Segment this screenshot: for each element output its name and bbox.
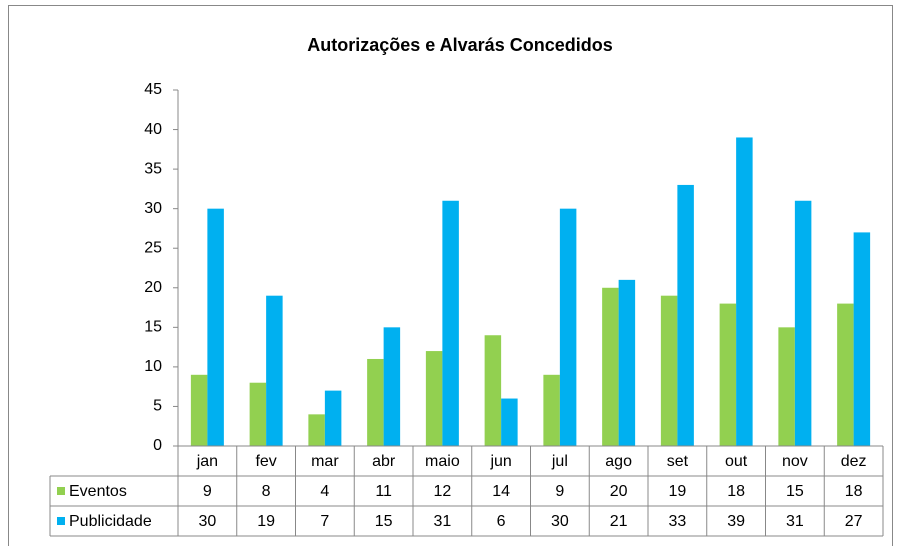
bar — [837, 303, 854, 446]
bar — [719, 303, 737, 446]
table-cell: 21 — [610, 513, 628, 530]
table-cell: 30 — [198, 513, 216, 530]
table-cell: 8 — [262, 483, 271, 500]
table-cell: 4 — [320, 483, 329, 500]
x-tick-label: jun — [489, 453, 511, 470]
x-tick-label: fev — [255, 453, 276, 470]
table-cell: 39 — [727, 513, 745, 530]
table-cell: 9 — [555, 483, 564, 500]
bar — [501, 398, 518, 446]
bar — [736, 137, 753, 446]
bar — [853, 232, 871, 446]
bar — [367, 358, 384, 446]
table-cell: 18 — [727, 483, 745, 500]
x-tick-label: jul — [551, 453, 568, 470]
y-tick-label: 15 — [144, 319, 162, 336]
x-tick-label: set — [667, 453, 689, 470]
table-cell: 15 — [375, 513, 393, 530]
bar — [602, 287, 619, 446]
table-cell: 6 — [497, 513, 506, 530]
bar — [677, 184, 694, 446]
table-cell: 31 — [786, 513, 804, 530]
legend-label: Publicidade — [69, 513, 152, 530]
bar — [778, 327, 795, 446]
y-tick-label: 45 — [144, 81, 162, 98]
x-tick-label: out — [725, 453, 748, 470]
table-cell: 27 — [845, 513, 863, 530]
legend-label: Eventos — [69, 483, 127, 500]
table-cell: 19 — [668, 483, 686, 500]
y-tick-label: 20 — [144, 279, 162, 296]
y-tick-label: 35 — [144, 160, 162, 177]
bar — [442, 200, 459, 446]
y-tick-label: 25 — [144, 239, 162, 256]
table-cell: 31 — [433, 513, 451, 530]
y-tick-label: 40 — [144, 121, 162, 138]
bar — [383, 327, 401, 446]
table-cell: 30 — [551, 513, 569, 530]
table-cell: 12 — [433, 483, 451, 500]
y-tick-label: 10 — [144, 358, 162, 375]
table-cell: 9 — [203, 483, 212, 500]
table-cell: 33 — [668, 513, 686, 530]
bar — [484, 335, 502, 446]
x-tick-label: jan — [196, 453, 218, 470]
bar — [324, 390, 342, 446]
table-cell: 15 — [786, 483, 804, 500]
bar — [266, 295, 283, 446]
bar — [660, 295, 678, 446]
bar — [425, 351, 443, 446]
x-tick-label: ago — [605, 453, 632, 470]
bar — [249, 382, 267, 446]
legend-swatch — [57, 517, 65, 525]
y-tick-label: 5 — [153, 398, 162, 415]
bar — [207, 208, 224, 446]
x-tick-label: maio — [425, 453, 460, 470]
table-cell: 18 — [845, 483, 863, 500]
legend-swatch — [57, 487, 65, 495]
x-tick-label: abr — [372, 453, 396, 470]
table-cell: 19 — [257, 513, 275, 530]
table-cell: 11 — [375, 483, 392, 500]
y-tick-label: 30 — [144, 200, 162, 217]
bar — [190, 374, 208, 446]
bar — [794, 200, 812, 446]
bar — [308, 414, 325, 446]
bar — [543, 374, 560, 446]
bar — [559, 208, 577, 446]
table-cell: 7 — [320, 513, 329, 530]
x-tick-label: nov — [782, 453, 808, 470]
x-tick-label: dez — [841, 453, 867, 470]
table-cell: 20 — [610, 483, 628, 500]
chart-title: Autorizações e Alvarás Concedidos — [307, 35, 612, 55]
bar — [618, 279, 636, 446]
table-cell: 14 — [492, 483, 510, 500]
y-tick-label: 0 — [153, 437, 162, 454]
x-tick-label: mar — [311, 453, 339, 470]
